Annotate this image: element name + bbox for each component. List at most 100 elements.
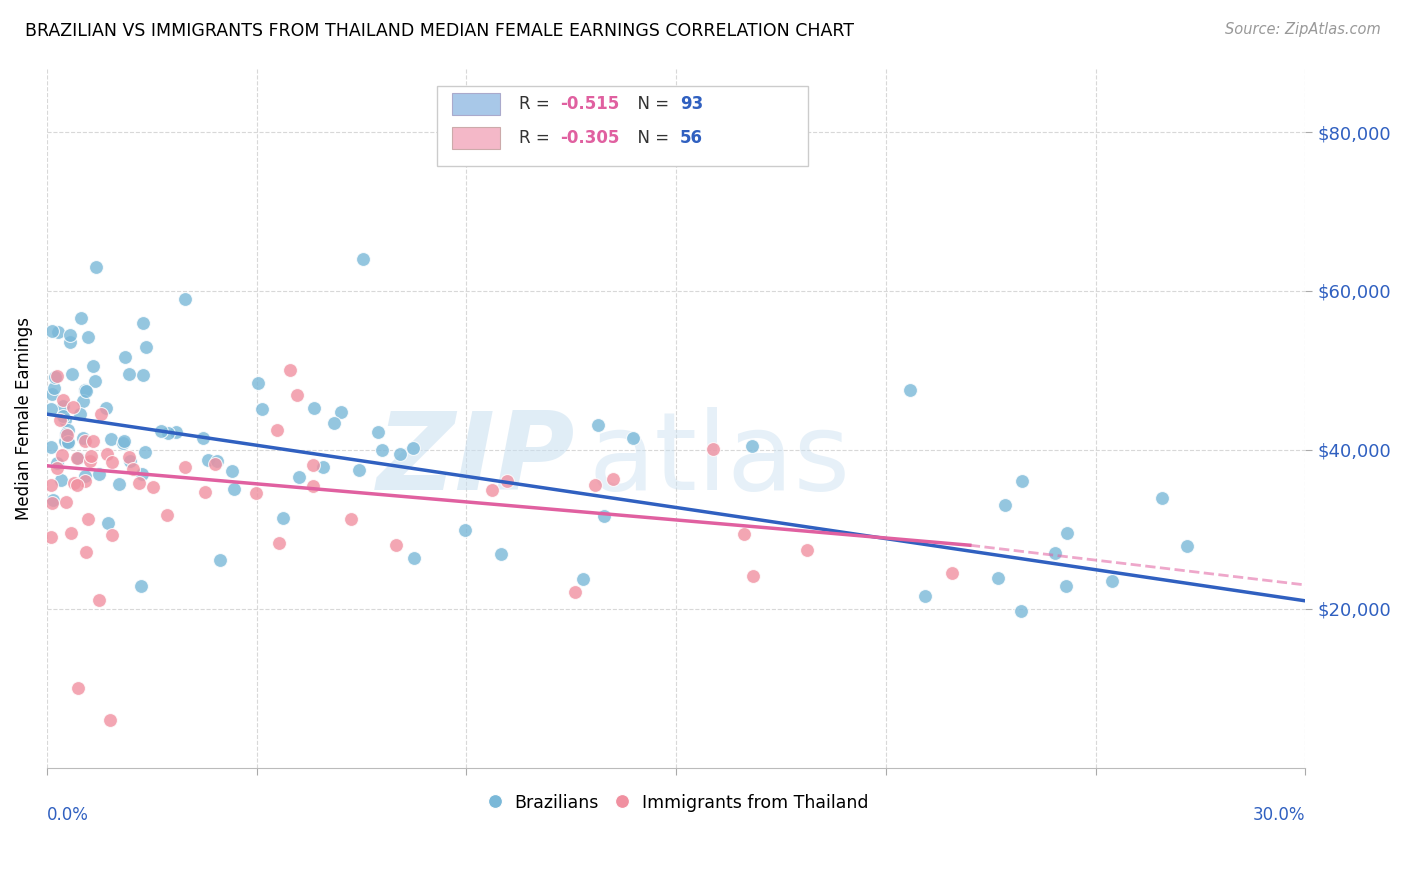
Point <box>39 530 62 544</box>
Point <box>56 423 79 437</box>
Point <box>112 434 135 448</box>
Point <box>252 402 274 417</box>
Text: 93: 93 <box>681 95 703 113</box>
Point <box>302 458 325 472</box>
Point <box>70 310 93 325</box>
Point <box>82 434 104 448</box>
Point <box>389 446 412 460</box>
Point <box>132 368 155 382</box>
Point <box>367 425 389 439</box>
Point <box>58 435 80 450</box>
Point <box>702 442 724 456</box>
Point <box>41 387 63 401</box>
Point <box>135 340 157 354</box>
Point <box>330 405 353 419</box>
Point <box>100 432 122 446</box>
Point <box>41 496 63 510</box>
Point <box>79 454 101 468</box>
Point <box>352 252 374 267</box>
Point <box>77 330 100 344</box>
Point <box>67 451 90 466</box>
Point <box>55 428 77 442</box>
Point <box>66 450 89 465</box>
Point <box>52 399 75 413</box>
Point <box>271 510 294 524</box>
Point <box>60 526 83 541</box>
Point <box>204 457 226 471</box>
Point <box>53 413 76 427</box>
Point <box>41 324 63 338</box>
FancyBboxPatch shape <box>453 127 501 149</box>
Text: BRAZILIAN VS IMMIGRANTS FROM THAILAND MEDIAN FEMALE EARNINGS CORRELATION CHART: BRAZILIAN VS IMMIGRANTS FROM THAILAND ME… <box>25 22 855 40</box>
Point <box>100 455 122 469</box>
Point <box>734 527 756 541</box>
Point <box>79 449 101 463</box>
FancyBboxPatch shape <box>437 86 808 167</box>
Point <box>1054 579 1077 593</box>
Point <box>52 392 75 407</box>
Point <box>114 350 136 364</box>
Text: R =: R = <box>519 128 555 147</box>
Point <box>987 571 1010 585</box>
Point <box>404 550 426 565</box>
Point <box>301 479 323 493</box>
Point <box>221 464 243 478</box>
Text: atlas: atlas <box>588 407 851 513</box>
Point <box>156 426 179 441</box>
Point <box>59 328 82 343</box>
Point <box>340 511 363 525</box>
Point <box>496 475 519 489</box>
Point <box>51 448 73 462</box>
Point <box>156 508 179 523</box>
Point <box>53 434 76 448</box>
Point <box>83 374 105 388</box>
Point <box>224 482 246 496</box>
Point <box>55 427 77 442</box>
Point <box>621 432 644 446</box>
Point <box>118 368 141 382</box>
Point <box>741 569 763 583</box>
Point <box>481 483 503 497</box>
Point <box>77 512 100 526</box>
Point <box>491 547 513 561</box>
Point <box>572 572 595 586</box>
Point <box>602 472 624 486</box>
Point <box>96 447 118 461</box>
Point <box>73 469 96 483</box>
Point <box>205 454 228 468</box>
Point <box>39 440 62 454</box>
Point <box>174 459 197 474</box>
Text: 30.0%: 30.0% <box>1253 806 1305 824</box>
Point <box>69 408 91 422</box>
Point <box>194 485 217 500</box>
Point <box>1010 604 1032 618</box>
Point <box>304 401 326 415</box>
Point <box>98 713 121 727</box>
Point <box>39 477 62 491</box>
Point <box>165 425 187 439</box>
Point <box>118 450 141 464</box>
Text: 0.0%: 0.0% <box>46 806 89 824</box>
Point <box>131 467 153 482</box>
Point <box>287 470 309 484</box>
Legend: Brazilians, Immigrants from Thailand: Brazilians, Immigrants from Thailand <box>477 786 875 819</box>
Point <box>914 589 936 603</box>
Point <box>142 480 165 494</box>
Point <box>245 485 267 500</box>
Text: Source: ZipAtlas.com: Source: ZipAtlas.com <box>1225 22 1381 37</box>
Text: -0.515: -0.515 <box>561 95 620 113</box>
Point <box>209 553 232 567</box>
Point <box>84 260 107 274</box>
Point <box>1175 539 1198 553</box>
Point <box>134 445 156 459</box>
Point <box>45 456 67 470</box>
Point <box>149 424 172 438</box>
Text: -0.305: -0.305 <box>561 128 620 147</box>
Point <box>1150 491 1173 505</box>
Point <box>941 566 963 580</box>
Point <box>385 539 408 553</box>
Text: 56: 56 <box>681 128 703 147</box>
FancyBboxPatch shape <box>453 93 501 115</box>
Point <box>87 467 110 482</box>
Point <box>72 393 94 408</box>
